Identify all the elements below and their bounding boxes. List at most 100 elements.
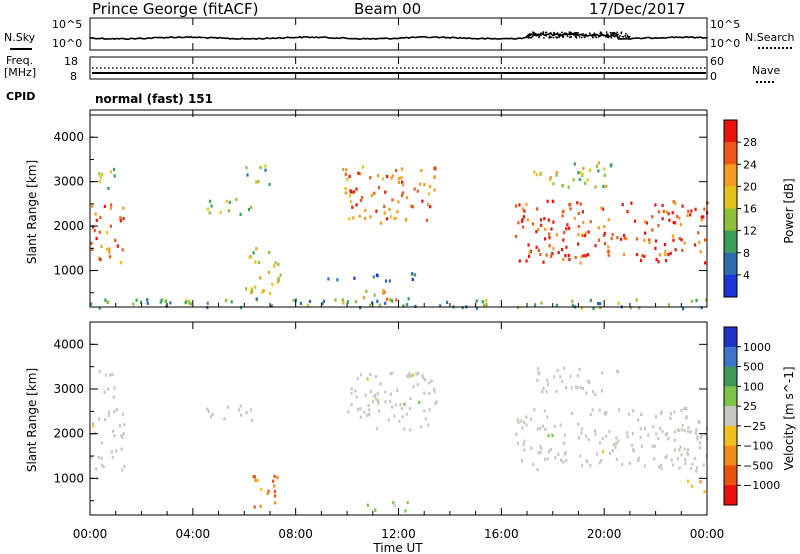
data-cell (549, 176, 552, 180)
data-cell (671, 234, 675, 238)
data-cell (239, 212, 242, 216)
data-cell (348, 174, 351, 178)
data-cell (246, 173, 249, 177)
data-cell (522, 225, 525, 229)
data-cell (657, 210, 660, 214)
data-cell (523, 420, 526, 424)
data-cell (607, 249, 610, 253)
data-cell (592, 306, 595, 310)
data-cell (664, 455, 667, 460)
data-cell (546, 457, 549, 461)
noise-dot (610, 32, 612, 34)
noise-dot (600, 32, 603, 35)
data-cell (352, 190, 356, 194)
data-cell (121, 468, 124, 472)
data-cell (536, 207, 539, 211)
data-cell (363, 410, 366, 414)
data-cell (641, 254, 644, 258)
beam-label: Beam 00 (354, 0, 422, 18)
data-cell (393, 216, 396, 220)
data-cell (108, 410, 111, 414)
data-cell (597, 302, 600, 306)
data-cell (299, 301, 302, 305)
n-search-tick-bottom: 10^0 (710, 37, 741, 50)
x-tick-label: 20:00 (587, 527, 622, 541)
data-cell (369, 303, 372, 307)
data-cell (637, 458, 640, 462)
noise-dot (540, 33, 542, 35)
n-search-label: N.Search (745, 31, 795, 44)
noise-dot (556, 36, 558, 39)
data-cell (95, 218, 98, 222)
data-cell (190, 302, 193, 306)
data-cell (654, 203, 657, 207)
data-cell (544, 227, 547, 231)
data-cell (611, 449, 614, 453)
data-cell (211, 412, 214, 416)
data-cell (622, 233, 626, 238)
noise-dot (584, 35, 587, 38)
data-cell (575, 385, 578, 389)
data-cell (684, 458, 687, 462)
data-cell (674, 201, 677, 205)
noise-dot (545, 34, 547, 37)
data-cell (403, 402, 406, 406)
data-cell (651, 215, 654, 219)
data-cell (393, 504, 396, 508)
data-cell (577, 171, 580, 175)
data-cell (577, 224, 580, 229)
data-cell (93, 229, 96, 233)
data-cell (377, 399, 380, 403)
data-cell (598, 408, 601, 412)
data-cell (423, 409, 426, 413)
data-cell (264, 164, 267, 168)
data-cell (384, 279, 388, 283)
noise-dot (561, 35, 564, 38)
colorbar-swatch (724, 164, 737, 187)
data-cell (409, 428, 412, 432)
data-cell (639, 435, 642, 439)
data-cell (351, 205, 354, 209)
data-cell (579, 261, 582, 265)
data-cell (683, 406, 686, 411)
data-cell (695, 466, 699, 470)
data-cell (146, 301, 149, 305)
data-cell (544, 237, 547, 241)
data-cell (107, 413, 111, 417)
data-cell (541, 390, 544, 394)
data-cell (274, 494, 277, 498)
data-cell (635, 298, 638, 302)
data-cell (617, 439, 620, 443)
data-cell (698, 446, 702, 450)
noise-dot (616, 35, 619, 38)
data-cell (594, 185, 597, 189)
data-cell (603, 231, 606, 235)
noise-dot (591, 33, 594, 36)
data-cell (351, 190, 354, 194)
data-cell (100, 456, 103, 460)
data-cell (694, 207, 697, 211)
data-cell (672, 463, 675, 467)
data-cell (559, 458, 562, 462)
data-cell (267, 489, 270, 493)
data-cell (643, 254, 646, 259)
data-cell (388, 207, 391, 211)
data-cell (571, 303, 574, 307)
data-cell (379, 382, 382, 386)
data-cell (401, 191, 404, 195)
data-cell (369, 372, 372, 376)
noise-dot (602, 34, 605, 37)
data-cell (678, 236, 681, 241)
noise-dot (553, 31, 555, 34)
data-cell (424, 417, 427, 421)
data-cell (391, 198, 394, 202)
data-cell (428, 185, 432, 189)
data-cell (99, 258, 102, 262)
data-cell (600, 458, 603, 463)
data-cell (597, 169, 600, 173)
data-cell (665, 454, 668, 458)
data-cell (698, 441, 701, 445)
data-cell (615, 436, 618, 440)
data-cell (273, 489, 277, 493)
data-cell (103, 204, 106, 208)
